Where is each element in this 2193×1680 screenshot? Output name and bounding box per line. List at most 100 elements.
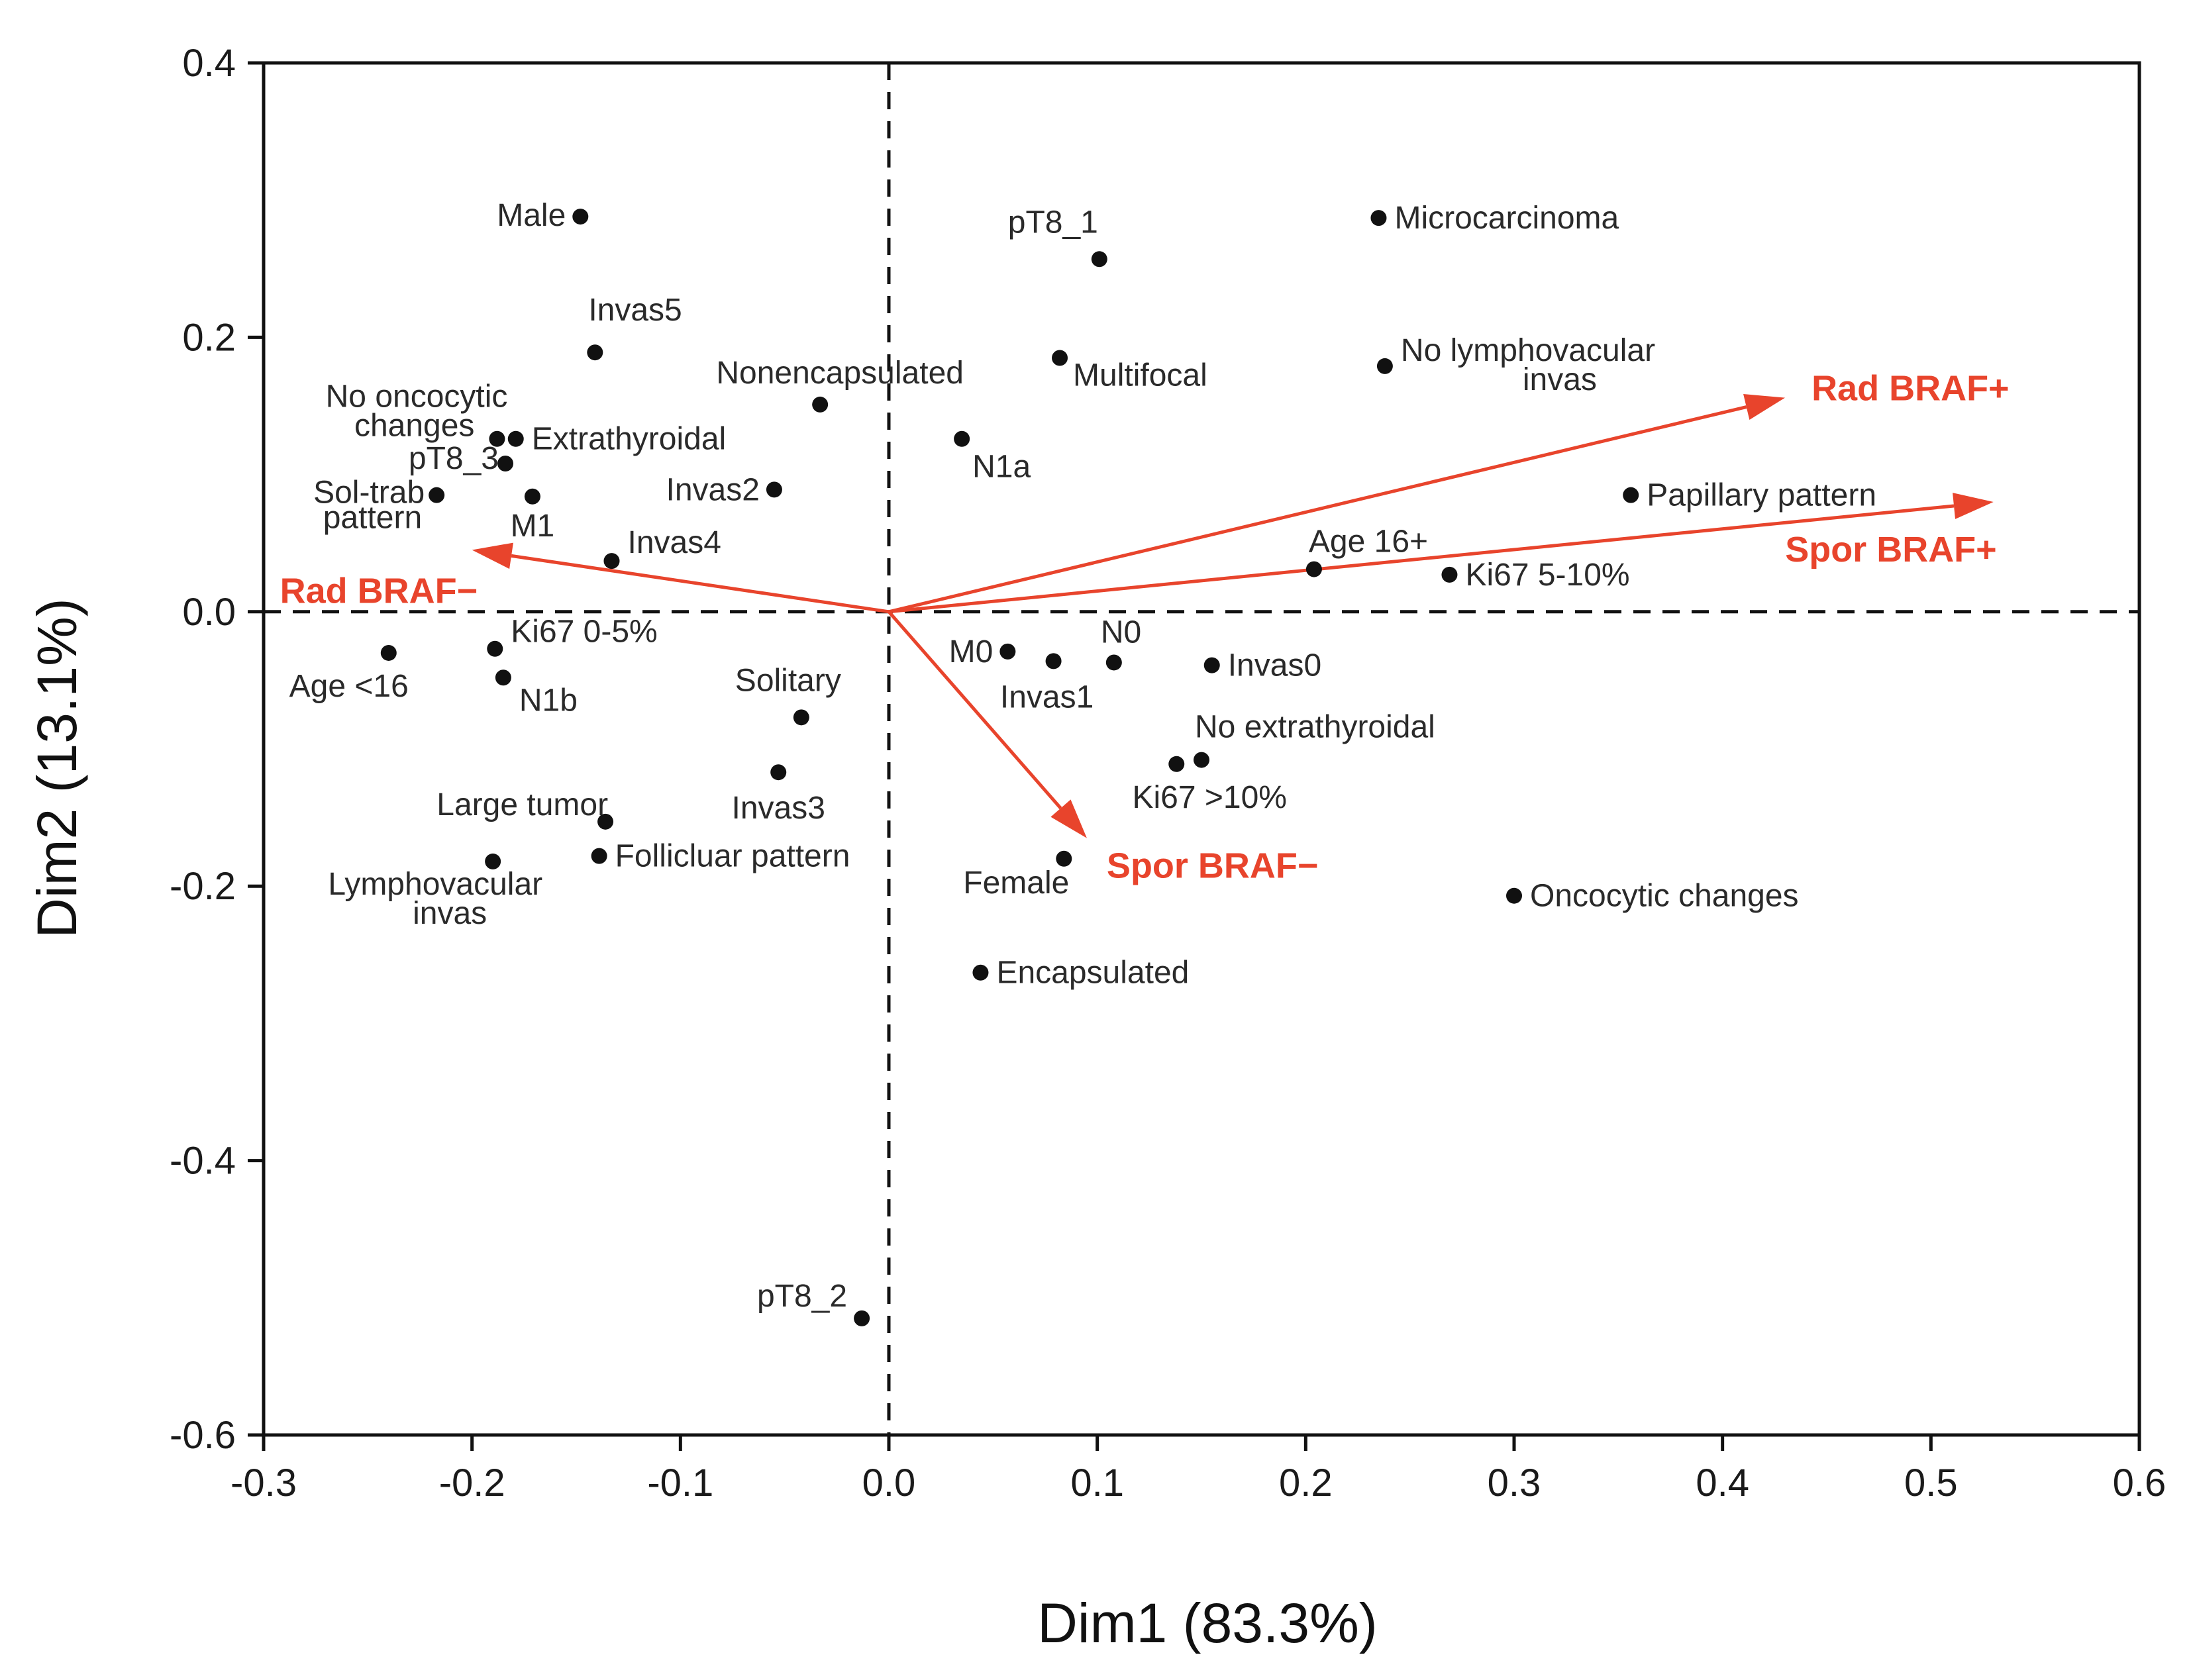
point-label: Invas4 bbox=[627, 525, 721, 560]
y-tick-label: 0.2 bbox=[182, 316, 236, 359]
point-label: Extrathyroidal bbox=[532, 422, 726, 457]
x-tick-label: 0.4 bbox=[1696, 1461, 1749, 1505]
point-label: Invas0 bbox=[1228, 648, 1321, 683]
x-axis-title: Dim1 (83.3%) bbox=[1037, 1592, 1377, 1654]
point-label: pT8_2 bbox=[757, 1279, 847, 1314]
data-point bbox=[485, 853, 501, 869]
data-point bbox=[572, 209, 589, 225]
point-label-line2: invas bbox=[1523, 362, 1597, 397]
arrow-shaft bbox=[888, 405, 1747, 614]
data-point bbox=[495, 669, 511, 686]
data-point bbox=[429, 487, 445, 503]
data-point bbox=[587, 344, 603, 361]
data-point bbox=[591, 848, 607, 864]
data-point bbox=[1506, 887, 1522, 904]
data-point bbox=[999, 643, 1016, 660]
point-label: Invas5 bbox=[588, 293, 682, 328]
point-label-line2: invas bbox=[413, 896, 487, 931]
plot-frame bbox=[262, 61, 2141, 1437]
data-point bbox=[1091, 251, 1107, 268]
data-point bbox=[487, 640, 503, 657]
y-axis-title: Dim2 (13.1%) bbox=[26, 598, 88, 938]
point-label: Solitary bbox=[735, 663, 841, 698]
axes-layer: -0.3 -0.2 -0.1 0.0 0.1 0.2 0.3 0.4 0.5 0.6 0.4 0.2 0… bbox=[170, 42, 2166, 1505]
point-label: Large tumor bbox=[436, 787, 608, 822]
point-label: N0 bbox=[1101, 615, 1141, 650]
y-tick-label: 0.4 bbox=[182, 42, 236, 85]
point-label: Invas3 bbox=[732, 791, 825, 826]
arrow-shaft bbox=[511, 554, 890, 614]
data-point bbox=[1105, 654, 1122, 671]
point-label: M0 bbox=[949, 634, 994, 669]
y-tick-label: -0.6 bbox=[170, 1414, 236, 1457]
point-label: Encapsulated bbox=[996, 956, 1189, 991]
data-point bbox=[524, 488, 540, 505]
data-point bbox=[1045, 653, 1062, 669]
point-label: No extrathyroidal bbox=[1195, 710, 1435, 745]
data-point bbox=[954, 430, 970, 447]
data-point bbox=[603, 553, 620, 569]
reference-lines bbox=[264, 63, 2139, 1435]
x-tick-label: 0.5 bbox=[1904, 1461, 1958, 1505]
point-label: Ki67 5-10% bbox=[1465, 558, 1629, 593]
point-label: Age <16 bbox=[289, 669, 409, 704]
point-label: Lymphovacular bbox=[328, 867, 542, 902]
data-point bbox=[380, 644, 397, 661]
point-label: Ki67 >10% bbox=[1132, 780, 1287, 815]
arrow-head bbox=[1953, 493, 1994, 519]
arrow-label: Rad BRAF− bbox=[280, 571, 478, 611]
x-tick-label: 0.0 bbox=[862, 1461, 916, 1505]
data-point bbox=[1305, 561, 1322, 577]
point-label: Female bbox=[963, 865, 1069, 901]
point-label: pT8_1 bbox=[1008, 205, 1098, 240]
arrow-layer: Rad BRAF+ Spor BRAF+ Rad BRAF− Spor BRAF− bbox=[280, 369, 2010, 886]
data-point bbox=[1623, 487, 1639, 503]
y-tick-label: -0.4 bbox=[170, 1140, 236, 1183]
point-label: Microcarcinoma bbox=[1394, 201, 1619, 236]
point-label: Multifocal bbox=[1073, 358, 1207, 393]
point-label: Invas1 bbox=[1000, 679, 1094, 715]
point-label-line2: changes bbox=[354, 409, 474, 444]
data-point bbox=[1194, 752, 1209, 768]
point-label: No lymphovacular bbox=[1401, 333, 1655, 368]
x-tick-label: 0.3 bbox=[1488, 1461, 1541, 1505]
x-tick-label: -0.3 bbox=[230, 1461, 297, 1505]
data-point bbox=[766, 481, 782, 498]
point-label: Ki67 0-5% bbox=[511, 615, 657, 650]
point-layer: Male pT8_1 Microcarcinoma Invas5 Nonencapsul… bbox=[289, 198, 1876, 1326]
data-point bbox=[1203, 657, 1220, 673]
point-label-line2: pattern bbox=[323, 501, 422, 536]
point-label: Age 16+ bbox=[1309, 524, 1428, 560]
data-point bbox=[489, 430, 505, 447]
data-point bbox=[497, 456, 514, 472]
x-tick-label: 0.1 bbox=[1070, 1461, 1124, 1505]
data-point bbox=[507, 430, 524, 447]
data-point bbox=[597, 813, 614, 830]
data-point bbox=[770, 764, 787, 781]
arrow-head bbox=[1743, 394, 1786, 420]
x-tick-label: -0.2 bbox=[439, 1461, 505, 1505]
arrow-label: Spor BRAF− bbox=[1107, 846, 1319, 886]
data-point bbox=[1376, 358, 1393, 374]
point-label: Nonencapsulated bbox=[716, 356, 964, 391]
data-point bbox=[1168, 756, 1185, 772]
data-point bbox=[1441, 566, 1458, 583]
arrow-head bbox=[1050, 799, 1087, 838]
arrow-label: Rad BRAF+ bbox=[1811, 369, 2010, 409]
point-label: Invas2 bbox=[666, 472, 760, 507]
data-point bbox=[1056, 850, 1072, 867]
y-tick-label: 0.0 bbox=[182, 591, 236, 634]
point-label: No oncocytic bbox=[326, 379, 508, 415]
arrow-shaft bbox=[888, 504, 1955, 614]
data-point bbox=[972, 964, 989, 981]
x-tick-label: 0.6 bbox=[2113, 1461, 2167, 1505]
point-label: N1b bbox=[519, 683, 578, 718]
data-point bbox=[1370, 210, 1387, 226]
x-tick-label: -0.1 bbox=[647, 1461, 713, 1505]
point-label: Follicluar pattern bbox=[615, 839, 850, 874]
point-label: Oncocytic changes bbox=[1530, 879, 1799, 914]
x-tick-label: 0.2 bbox=[1279, 1461, 1333, 1505]
point-label: Male bbox=[497, 198, 566, 233]
